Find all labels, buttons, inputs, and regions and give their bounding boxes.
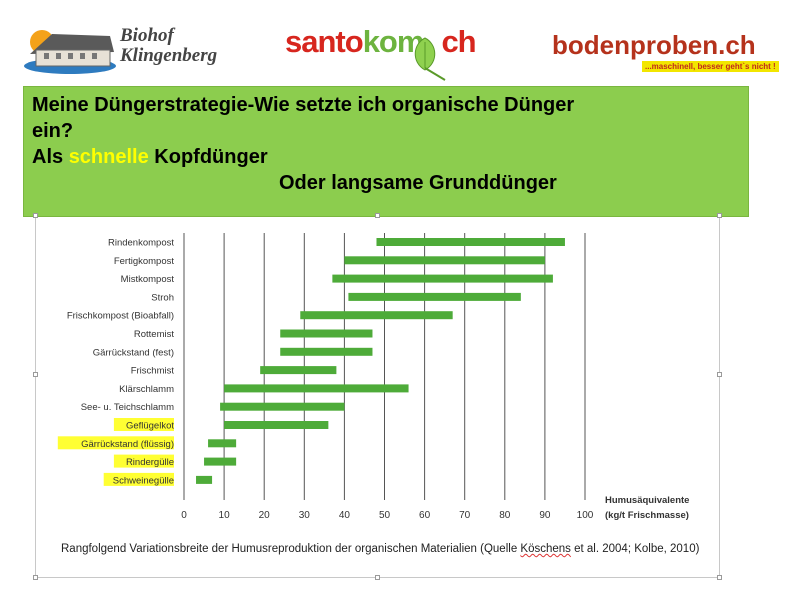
biohof-klingenberg-logo: Biohof Klingenberg [22,22,242,77]
banner-line3-pre: Als [32,146,69,168]
range-bar [348,292,521,301]
chart-image-frame[interactable] [33,213,722,580]
resize-handle-bottom[interactable] [375,575,380,580]
range-bar [260,366,337,375]
range-bar [220,402,345,411]
x-axis-unit: (kg/t Frischmasse) [605,510,689,521]
category-label: Rottemist [134,329,174,340]
range-bar [344,256,545,265]
range-bar [332,274,553,283]
banner-line3-post: Kopfdünger [148,146,268,168]
resize-handle-bl[interactable] [33,575,38,580]
category-label: Rindenkompost [108,238,174,249]
x-tick-label: 10 [219,510,231,521]
range-bar [224,384,409,393]
x-tick-label: 40 [339,510,351,521]
chart-caption: Rangfolgend Variationsbreite der Humusre… [61,543,699,555]
bodenproben-logo: bodenproben.ch ...maschinell, besser geh… [552,30,779,75]
x-tick-label: 60 [419,510,431,521]
label-highlight [113,418,174,431]
x-tick-label: 50 [379,510,391,521]
range-bar [300,311,453,320]
biohof-line1: Biohof [120,25,174,46]
category-label: Mistkompost [121,274,175,285]
x-tick-label: 20 [259,510,271,521]
santo-part2: kom [362,24,425,59]
banner-line2: ein? [32,120,74,142]
range-bar [280,347,373,356]
santo-part1: santo [285,24,364,59]
resize-handle-right[interactable] [717,372,722,377]
resize-handle-tr[interactable] [717,213,722,218]
range-bar [196,475,213,484]
range-bar [376,238,565,246]
leaf-icon [414,37,446,81]
biohof-line2: Klingenberg [120,45,218,66]
label-highlight [103,472,174,486]
category-label: Frischmist [131,366,175,377]
x-tick-label: 70 [459,510,471,521]
category-label: Stroh [151,292,174,303]
category-label: Fertigkompost [114,256,175,267]
banner-line4: Oder langsame Grunddünger [279,172,557,194]
banner-highlight-word: schnelle [68,146,149,168]
category-label: Frischkompost (Bioabfall) [67,311,174,322]
santokomposch-logo: santokom ch [285,24,485,84]
x-axis-title: Humusäquivalente [605,495,689,506]
resize-handle-top[interactable] [375,213,380,218]
banner-line1: Meine Düngerstrategie-Wie setzte ich org… [32,94,575,116]
label-highlight [113,454,174,468]
banner-line3: Als schnelle Kopfdünger [32,144,740,170]
category-label: Schweinegülle [113,475,174,486]
title-banner: Meine Düngerstrategie-Wie setzte ich org… [23,86,749,217]
x-tick-label: 30 [299,510,311,521]
x-tick-label: 80 [499,510,511,521]
category-label: See- u. Teichschlamm [81,402,174,413]
range-bar [280,329,373,338]
resize-handle-tl[interactable] [33,213,38,218]
category-label: Klärschlamm [119,384,174,395]
category-label: Geflügelkot [126,421,174,432]
caption-post: et al. 2004; Kolbe, 2010) [570,543,700,555]
range-bar [204,457,237,466]
biohof-wordmark: Biohof Klingenberg [120,26,217,66]
x-tick-label: 0 [181,510,187,521]
caption-pre: Rangfolgend Variationsbreite der Humusre… [61,543,521,555]
category-label: Rindergülle [126,457,174,468]
santo-wordmark: santokom ch [285,24,477,60]
category-label: Gärrückstand (flüssig) [81,439,174,450]
x-tick-label: 90 [539,510,551,521]
range-bar [208,439,237,448]
category-label: Gärrückstand (fest) [93,347,174,358]
bodenproben-wordmark: bodenproben.ch [552,30,756,60]
caption-spellcheck-word: Köschens [520,543,571,555]
resize-handle-left[interactable] [33,372,38,377]
bodenproben-tagline: ...maschinell, besser geht`s nicht ! [642,61,779,72]
label-highlight [57,436,174,450]
santo-part3: ch [441,24,476,59]
resize-handle-br[interactable] [717,575,722,580]
farmhouse-icon [24,30,116,74]
x-tick-label: 100 [577,510,594,521]
range-bar [224,421,329,429]
